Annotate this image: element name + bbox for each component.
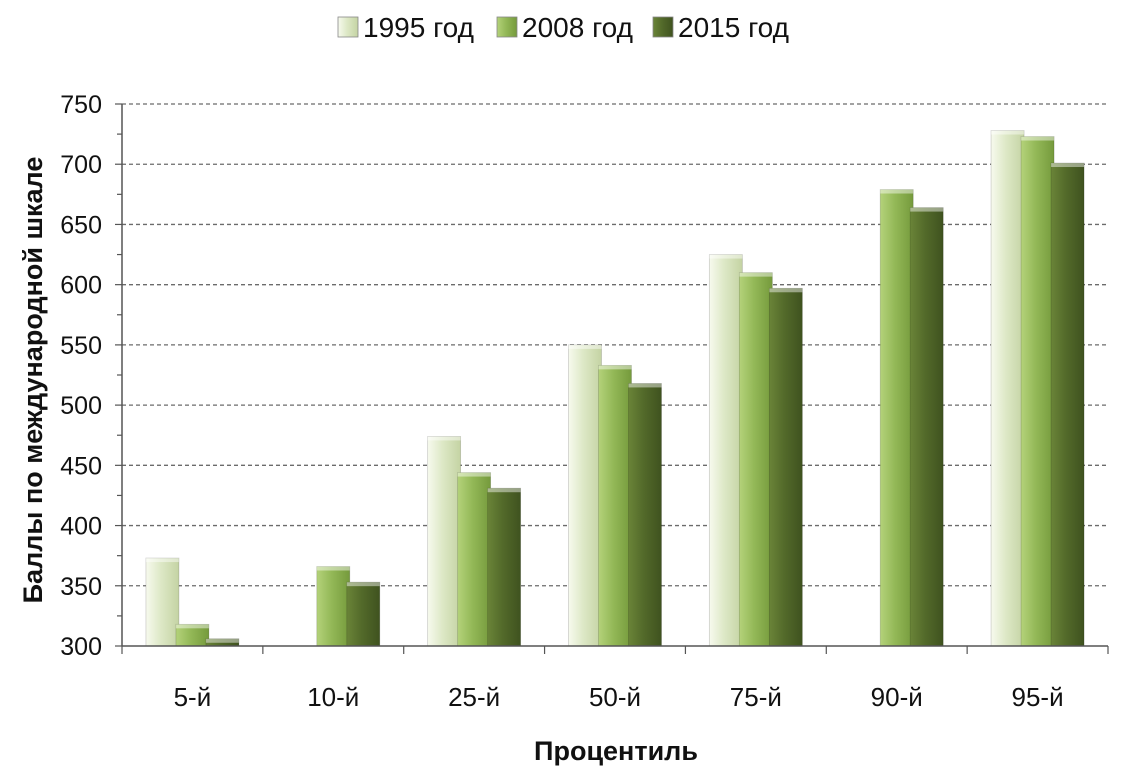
bar-group [738,272,773,647]
legend-label: 2015 год [678,12,789,43]
bar-top-highlight [175,624,209,629]
bar-group [708,254,743,647]
bar [628,383,662,647]
bar [316,566,351,647]
bar-group [568,344,602,647]
bar-top-highlight [487,488,521,493]
bar-group [628,383,662,647]
y-tick-label: 350 [60,573,102,601]
bar [487,487,522,647]
bar-top-highlight [769,288,803,293]
bar-top-highlight [910,207,944,212]
bar-top-highlight [1051,163,1085,168]
bar [708,254,743,647]
bar-top-highlight [880,189,914,194]
bar [738,272,773,647]
legend-item: 1995 год [337,12,474,43]
bar [990,130,1025,647]
y-tick-label: 300 [60,633,102,661]
x-tick-label: 75-й [730,682,782,712]
bar-group [427,436,462,647]
bar-top-highlight [346,582,380,587]
x-tick-label: 95-й [1012,682,1064,712]
bar [457,472,492,647]
bar-top-highlight [628,383,662,388]
y-tick-label: 450 [60,452,102,480]
x-tick-label: 50-й [589,682,641,712]
legend-item: 2008 год [496,12,633,43]
y-tick-label: 500 [60,392,102,420]
bar-group [175,623,210,647]
bar-top-highlight [316,566,350,571]
bar-top-highlight [1021,136,1055,141]
bar [427,436,462,647]
bar-group [879,189,914,647]
bar-top-highlight [991,130,1025,135]
bar [1020,136,1055,647]
bar [879,189,914,647]
legend-swatch [496,16,518,38]
legend-swatch [652,16,674,38]
gridlines [122,103,1108,587]
bars [145,130,1085,647]
bar-group [487,487,522,647]
bar-group [1050,162,1085,647]
bar [768,287,803,647]
bar-top-highlight [145,558,179,563]
y-tick-label: 650 [60,211,102,239]
legend-swatch [337,16,359,38]
bar-top-highlight [205,638,239,643]
y-axis-title: Баллы по международной шкале [18,157,48,604]
axes [115,103,1109,654]
x-tick-labels: 5-й 10-й 25-й 50-й 75-й 90-й 95-й [174,682,1064,712]
bar [568,344,602,647]
bar [145,557,180,647]
y-tick-labels: 300 350 400 450 500 550 600 650 700 750 [60,91,102,661]
x-tick-label: 90-й [871,682,923,712]
bar-group [768,287,803,647]
bar-group [990,130,1025,647]
bar-top-highlight [568,344,602,349]
bar-group [205,638,240,647]
bar-top-highlight [709,254,743,259]
bar-top-highlight [427,436,461,441]
bar-group [909,207,944,647]
bar [598,364,632,647]
legend-item: 2015 год [652,12,789,43]
y-tick-label: 750 [60,91,102,119]
y-tick-label: 700 [60,151,102,179]
x-tick-label: 10-й [307,682,359,712]
y-tick-label: 550 [60,332,102,360]
bar-group [1020,136,1055,647]
bar-group [316,566,351,647]
legend-label: 1995 год [363,12,474,43]
bar-group [346,581,381,647]
bar [909,207,944,647]
bar [1050,162,1085,647]
bar-top-highlight [739,272,773,277]
x-tick-label: 5-й [174,682,212,712]
bar [346,581,381,647]
bar-group [598,364,632,647]
x-axis-title: Процентиль [534,736,698,766]
legend-label: 2008 год [522,12,633,43]
legend: 1995 год 2008 год 2015 год [337,12,789,43]
bar-top-highlight [598,365,632,370]
y-tick-label: 600 [60,272,102,300]
y-tick-label: 400 [60,513,102,541]
bar-group [457,472,492,647]
bar-group [145,557,180,647]
bar-top-highlight [457,472,491,477]
x-tick-label: 25-й [448,682,500,712]
